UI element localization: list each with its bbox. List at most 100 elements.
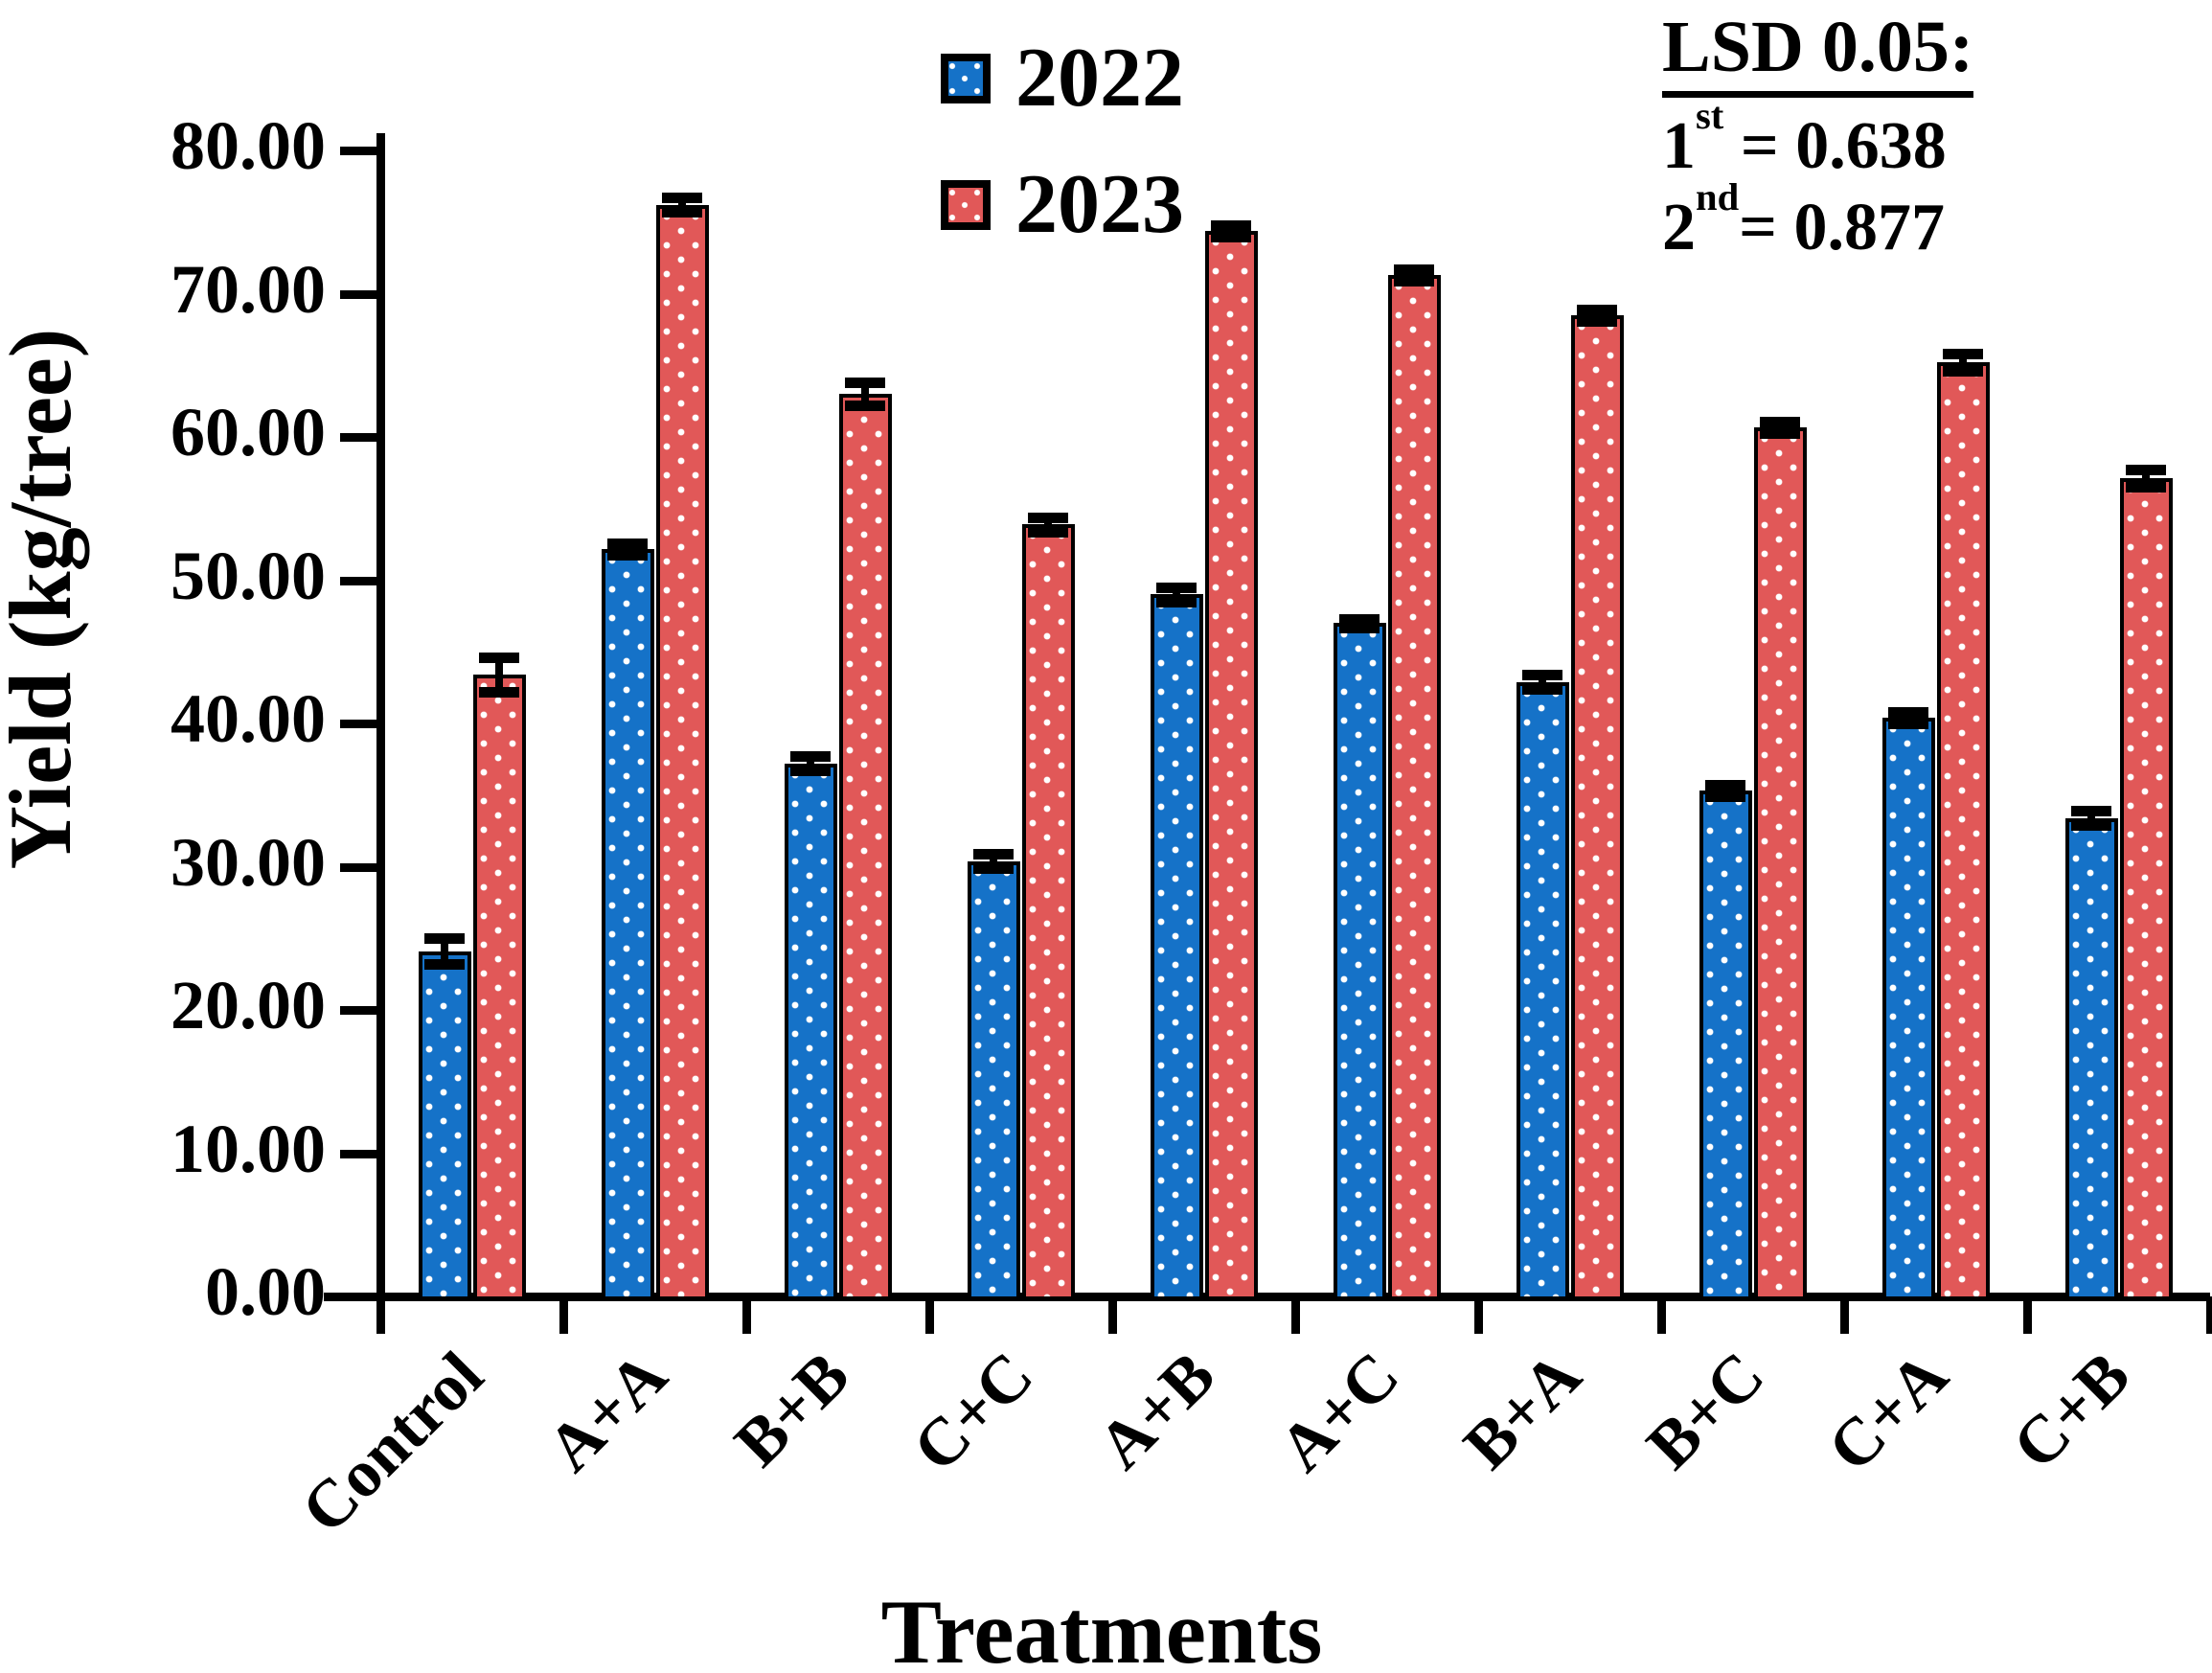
error-cap-bottom-2023-A+B <box>1211 231 1251 242</box>
error-cap-bottom-2022-A+B <box>1156 596 1197 607</box>
error-whisker-2023-A+A <box>678 197 686 213</box>
error-whisker-2023-C+A <box>1959 354 1967 372</box>
lsd-2-base: 2 <box>1662 191 1696 265</box>
legend-label-2023: 2023 <box>1015 158 1184 251</box>
x-tick-label-B+A: B+A <box>1450 1338 1596 1484</box>
x-tick-label-C+B: C+B <box>1999 1338 2145 1484</box>
y-tick <box>340 576 380 585</box>
bar-2023-C+B <box>2119 478 2173 1300</box>
bar-2022-C+A <box>1881 718 1935 1300</box>
bar-2023-C+C <box>1021 524 1075 1300</box>
error-cap-top-2023-Control <box>479 653 519 664</box>
error-cap-top-2023-B+A <box>1577 304 1617 315</box>
error-cap-bottom-2022-C+B <box>2071 820 2111 832</box>
error-cap-top-2023-C+C <box>1028 512 1068 523</box>
error-cap-bottom-2022-B+A <box>1522 684 1562 696</box>
x-tick <box>1474 1296 1483 1334</box>
lsd-1-base: 1 <box>1662 109 1696 183</box>
error-whisker-2022-C+C <box>990 854 997 868</box>
x-axis <box>324 1293 2210 1301</box>
error-whisker-2022-Control <box>441 938 448 965</box>
bar-2023-C+A <box>1936 362 1990 1300</box>
x-tick <box>2206 1296 2212 1334</box>
x-tick-label-A+A: A+A <box>533 1338 681 1486</box>
error-cap-top-2022-C+C <box>973 849 1014 860</box>
error-cap-top-2023-B+B <box>845 378 885 389</box>
error-cap-bottom-2022-Control <box>424 959 465 971</box>
error-cap-top-2022-B+A <box>1522 670 1562 681</box>
x-tick <box>376 1296 385 1334</box>
lsd-2-sup: nd <box>1696 175 1740 219</box>
error-cap-top-2022-A+C <box>1339 613 1380 625</box>
y-tick <box>340 862 380 872</box>
lsd-line-1: 1st = 0.638 <box>1662 94 1973 187</box>
bar-2023-B+B <box>838 394 892 1300</box>
error-cap-bottom-2023-C+A <box>1943 366 1983 378</box>
error-cap-bottom-2023-B+A <box>1577 315 1617 327</box>
lsd-2-value: = 0.877 <box>1739 191 1946 265</box>
y-tick-label: 60.00 <box>171 394 326 470</box>
bar-2022-A+B <box>1150 594 1203 1300</box>
error-cap-bottom-2022-A+C <box>1339 622 1380 633</box>
bar-2023-B+A <box>1570 314 1624 1300</box>
x-tick-label-C+A: C+A <box>1813 1338 1962 1486</box>
error-whisker-2022-A+B <box>1173 586 1180 602</box>
error-cap-bottom-2022-A+A <box>607 549 648 561</box>
lsd-1-value: = 0.638 <box>1740 109 1947 183</box>
error-whisker-2023-B+B <box>861 382 869 406</box>
y-tick-label: 10.00 <box>171 1110 326 1187</box>
y-tick <box>340 1006 380 1015</box>
error-cap-top-2022-A+A <box>607 538 648 549</box>
lsd-1-sup: st <box>1696 93 1724 137</box>
lsd-annotation: LSD 0.05: 1st = 0.638 2nd= 0.877 <box>1662 6 1974 269</box>
lsd-heading: LSD 0.05: <box>1662 6 1974 98</box>
y-tick-label: 50.00 <box>171 537 326 614</box>
y-tick-label: 30.00 <box>171 823 326 901</box>
error-cap-top-2022-C+B <box>2071 806 2111 817</box>
legend-label-2022: 2022 <box>1015 32 1184 125</box>
error-cap-bottom-2023-C+B <box>2126 482 2166 493</box>
error-cap-top-2023-C+B <box>2126 465 2166 476</box>
bar-2023-A+A <box>655 204 709 1300</box>
bar-2022-B+A <box>1516 681 1569 1300</box>
y-tick-label: 40.00 <box>171 680 326 757</box>
legend-swatch-2023 <box>941 180 991 230</box>
legend-item-2023: 2023 <box>941 163 1184 247</box>
lsd-line-2: 2nd= 0.877 <box>1662 175 1973 268</box>
error-cap-top-2022-B+B <box>790 751 831 763</box>
bar-2023-A+B <box>1204 230 1258 1300</box>
x-tick <box>559 1296 568 1334</box>
bar-2022-B+B <box>784 763 837 1300</box>
x-tick <box>1108 1296 1117 1334</box>
error-cap-bottom-2022-C+A <box>1888 719 1928 729</box>
error-whisker-2023-C+C <box>1044 516 1052 532</box>
x-axis-title: Treatments <box>880 1581 1323 1673</box>
y-tick-label: 20.00 <box>171 967 326 1043</box>
legend-swatch-2022 <box>941 54 991 103</box>
error-whisker-2022-B+A <box>1539 675 1546 690</box>
y-tick-label: 80.00 <box>171 107 326 184</box>
x-tick-label-B+C: B+C <box>1633 1338 1779 1484</box>
y-tick <box>340 289 380 299</box>
y-axis <box>376 133 385 1334</box>
x-tick-label-A+C: A+C <box>1265 1338 1413 1486</box>
x-tick-label-C+C: C+C <box>899 1338 1047 1486</box>
error-cap-top-2023-C+A <box>1943 349 1983 360</box>
x-tick <box>925 1296 934 1334</box>
error-cap-top-2022-Control <box>424 933 465 945</box>
error-whisker-2022-C+B <box>2087 811 2095 826</box>
error-whisker-2023-C+B <box>2142 470 2150 488</box>
y-tick <box>340 433 380 442</box>
error-cap-bottom-2023-C+C <box>1028 526 1068 538</box>
error-cap-top-2023-A+C <box>1394 264 1434 276</box>
error-cap-bottom-2022-B+C <box>1705 791 1745 803</box>
bar-2023-A+C <box>1387 275 1441 1300</box>
error-cap-top-2022-C+A <box>1888 707 1928 719</box>
x-tick-label-Control: Control <box>288 1338 498 1548</box>
error-cap-bottom-2023-A+A <box>662 207 702 218</box>
error-cap-bottom-2022-B+B <box>790 766 831 777</box>
error-cap-top-2022-B+C <box>1705 780 1745 791</box>
bar-2023-Control <box>472 675 526 1300</box>
